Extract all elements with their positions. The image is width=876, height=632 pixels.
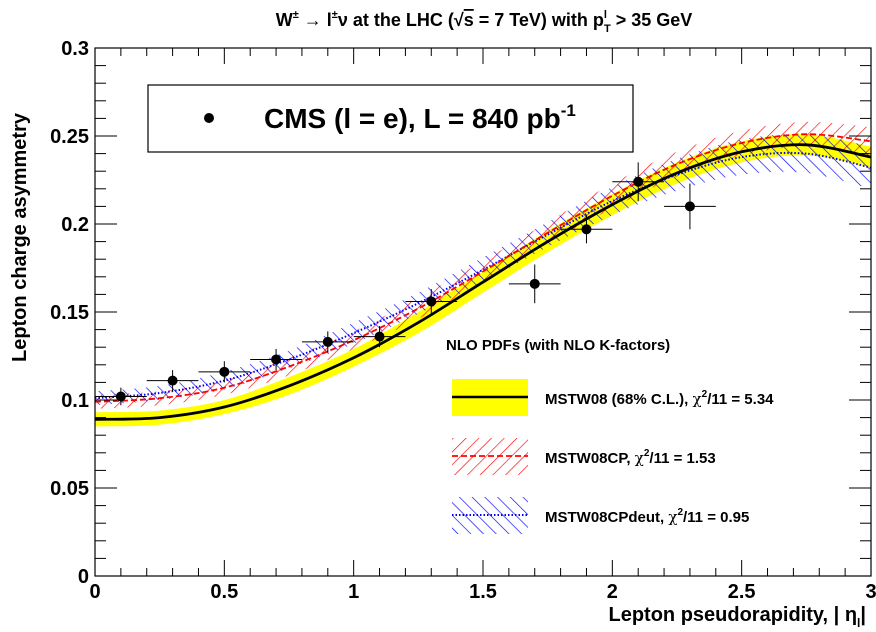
data-marker	[581, 224, 592, 235]
data-marker	[271, 354, 282, 365]
y-tick-label: 0.3	[61, 38, 89, 60]
data-point	[198, 361, 251, 383]
data-point	[353, 326, 406, 348]
data-marker	[115, 391, 126, 402]
data-marker	[529, 278, 540, 289]
axis-ticks	[94, 47, 872, 577]
x-tick-label: 0.5	[210, 581, 238, 603]
data-marker	[426, 296, 437, 307]
data-marker	[322, 336, 333, 347]
data-marker	[167, 375, 178, 386]
x-tick-label: 1	[348, 581, 359, 603]
data-point	[301, 331, 354, 353]
pdf-annotation: NLO PDFs (with NLO K-factors)	[446, 337, 670, 354]
data-marker	[374, 331, 385, 342]
series-legend: MSTW08 (68% C.L.), χ2/11 = 5.34 MSTW08CP…	[452, 379, 774, 534]
data-point	[612, 162, 665, 202]
x-tick-label: 1.5	[469, 581, 497, 603]
chart-title: W± → l±ν at the LHC (√s = 7 TeV) with pl…	[276, 9, 693, 35]
legend-label-mstw08: MSTW08 (68% C.L.), χ2/11 = 5.34	[545, 389, 774, 408]
tick-labels: 0 0.5 1 1.5 2 2.5 3 0 0.05 0.1 0.15 0.2 0.25 0.3	[50, 38, 876, 603]
data-point	[250, 348, 302, 371]
y-tick-label: 0.2	[61, 214, 89, 236]
curve-mstw08	[95, 143, 871, 421]
x-tick-label: 0	[89, 581, 100, 603]
x-tick-label: 2.5	[728, 581, 756, 603]
legend-label-deut: MSTW08CPdeut, χ2/11 = 0.95	[545, 507, 749, 526]
data-points	[95, 162, 716, 406]
data-point	[508, 264, 561, 304]
y-tick-label: 0.25	[50, 126, 89, 148]
data-legend-box	[147, 84, 634, 153]
data-point	[146, 370, 199, 392]
data-legend-marker	[204, 113, 214, 123]
data-point	[95, 387, 147, 406]
data-marker	[684, 201, 695, 212]
data-point	[664, 183, 716, 230]
y-tick-label: 0.15	[50, 302, 89, 324]
data-marker	[219, 366, 230, 377]
y-axis-label: Lepton charge asymmetry	[9, 112, 31, 362]
data-point	[560, 215, 613, 244]
curve-mstw08cp	[95, 133, 871, 403]
legend-label-cp: MSTW08CP, χ2/11 = 1.53	[545, 448, 716, 467]
data-legend-label: CMS (l = e), L = 840 pb-1	[264, 101, 576, 134]
data-point	[405, 289, 458, 314]
uncertainty-bands	[95, 121, 871, 427]
x-axis-label: Lepton pseudorapidity, | ηl|	[608, 604, 866, 630]
x-tick-label: 3	[865, 581, 876, 603]
y-tick-label: 0.05	[50, 478, 89, 500]
band-mstw08cpdeut	[95, 133, 871, 406]
y-tick-label: 0	[78, 566, 89, 588]
x-tick-label: 2	[607, 581, 618, 603]
data-marker	[633, 176, 644, 187]
y-tick-label: 0.1	[61, 390, 89, 412]
